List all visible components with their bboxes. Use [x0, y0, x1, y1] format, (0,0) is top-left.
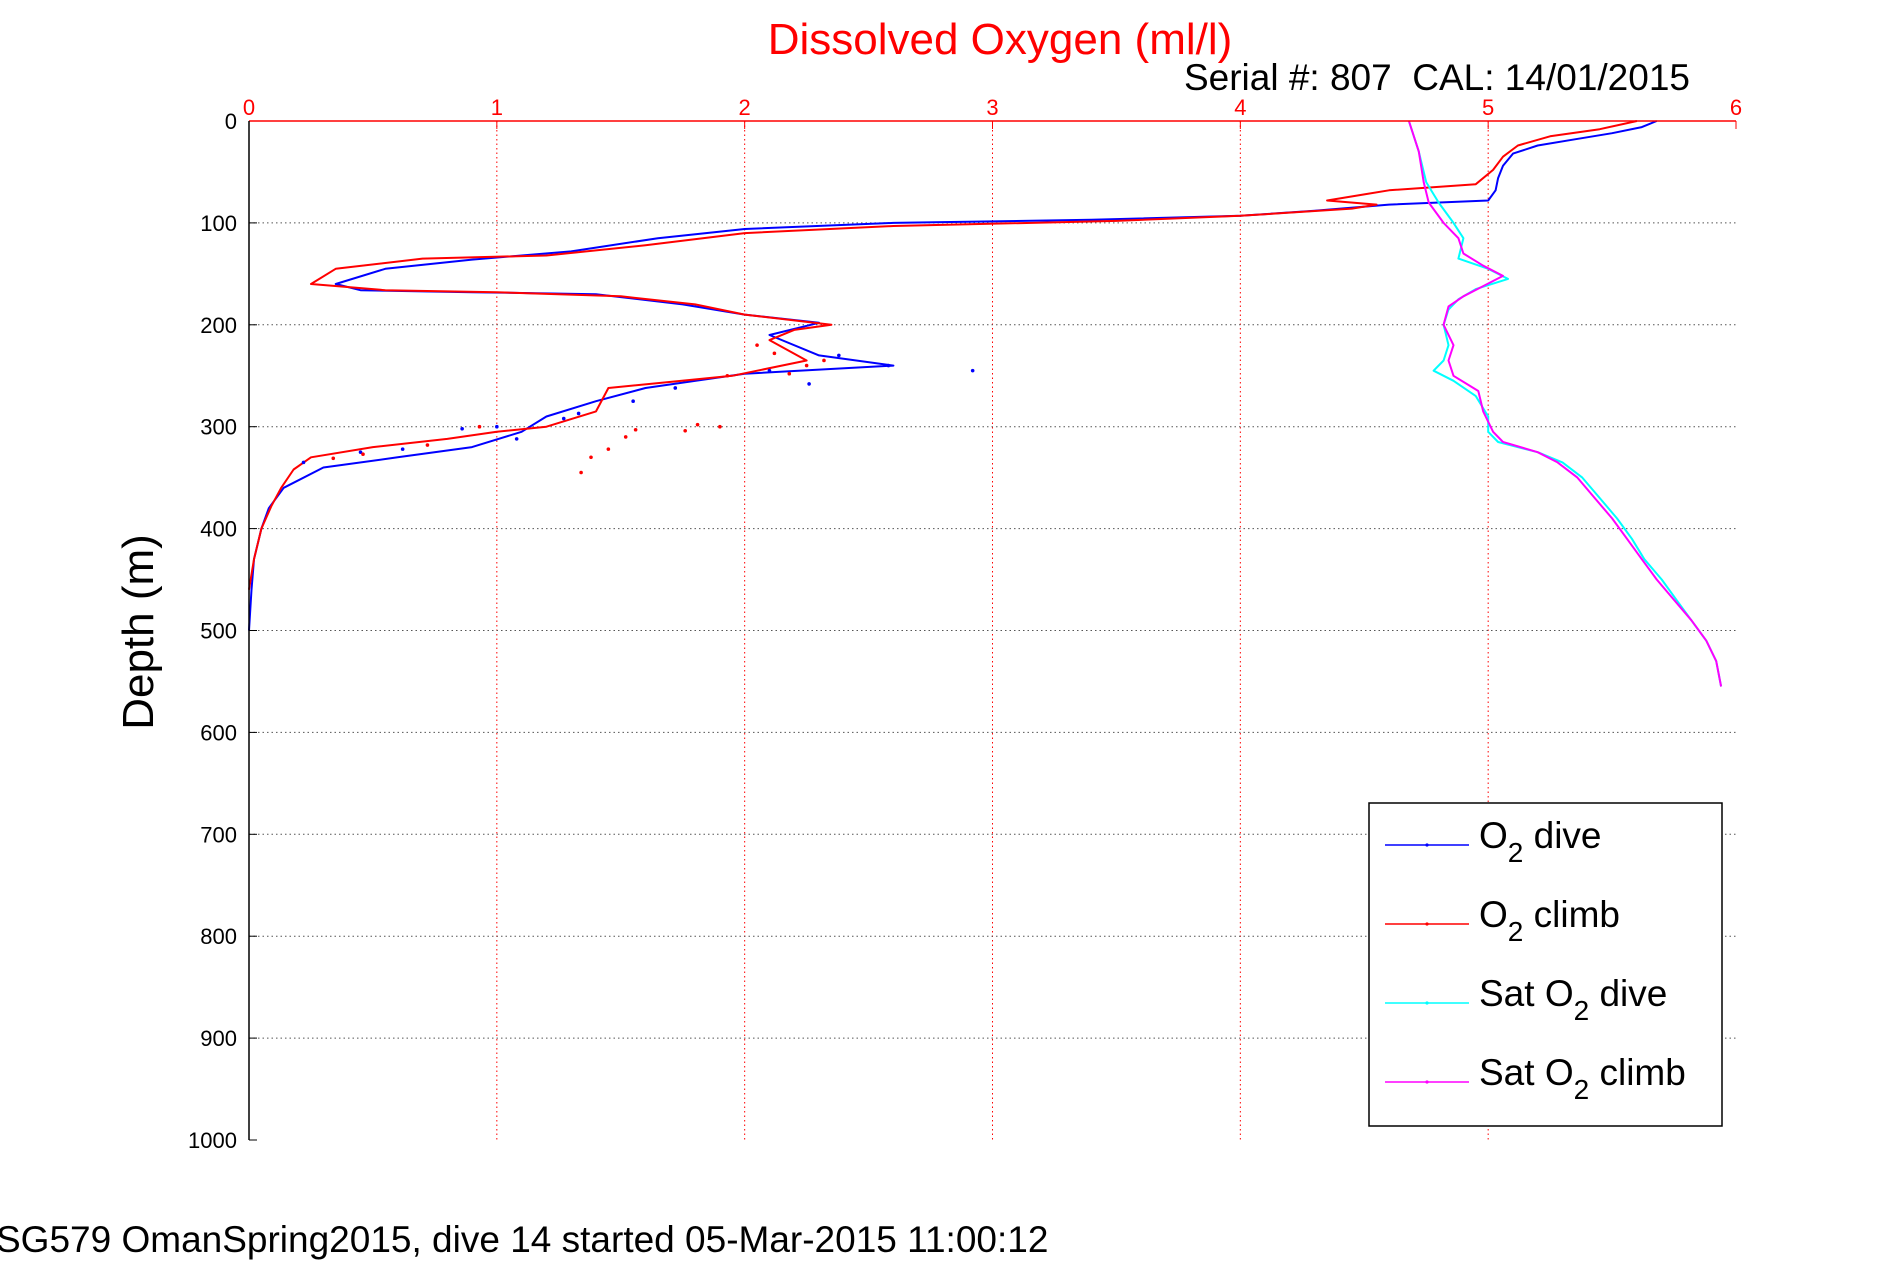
data-point-o2-dive: [358, 450, 363, 454]
legend-marker: [1425, 1080, 1429, 1084]
data-point-o2-dive: [767, 368, 772, 373]
x-tick-label: 5: [1482, 95, 1494, 120]
data-point-o2-climb: [695, 422, 700, 427]
data-point-o2-dive: [837, 353, 841, 358]
legend-marker: [1425, 843, 1429, 847]
y-axis-label: Depth (m): [114, 534, 163, 730]
series-line-sat-climb: [1407, 120, 1723, 687]
data-point-o2-climb: [755, 343, 759, 347]
x-tick-label: 0: [243, 95, 255, 120]
legend-label: Sat O2 dive: [1479, 973, 1667, 1026]
data-point-o2-dive: [970, 368, 975, 373]
legend: O2 dive O2 climb Sat O2 dive Sat O2 climb: [1368, 802, 1723, 1127]
data-point-o2-dive: [576, 411, 581, 416]
legend-label: Sat O2 climb: [1479, 1052, 1686, 1105]
y-tick-label: 1000: [188, 1128, 237, 1153]
legend-marker: [1425, 922, 1429, 926]
data-point-o2-dive: [301, 460, 306, 465]
y-tick-label: 500: [200, 619, 237, 644]
data-point-o2-climb: [787, 371, 792, 376]
data-point-o2-climb: [633, 427, 638, 432]
y-tick-label: 300: [200, 415, 237, 440]
legend-marker: [1425, 1001, 1429, 1005]
chart-subtitle: Serial #: 807 CAL: 14/01/2015: [1184, 57, 1690, 98]
data-point-o2-dive: [514, 437, 519, 441]
x-tick-label: 1: [491, 95, 503, 120]
data-point-o2-climb: [804, 363, 809, 368]
y-tick-label: 900: [200, 1026, 237, 1051]
axes-layer: 0 1 2 3 4 5 6 0 100 200 300 400 500 600 700 800 900 1000: [188, 95, 1742, 1153]
data-point-o2-climb: [606, 447, 611, 451]
data-point-o2-dive: [886, 363, 891, 368]
data-point-o2-dive: [460, 426, 464, 431]
data-point-o2-climb: [331, 456, 336, 461]
y-tick-label: 400: [200, 517, 237, 542]
data-point-o2-climb: [425, 443, 430, 447]
chart-title: Dissolved Oxygen (ml/l): [768, 15, 1233, 64]
data-point-o2-climb: [822, 358, 826, 363]
data-point-o2-climb: [772, 351, 777, 356]
data-point-o2-climb: [725, 373, 730, 378]
data-point-o2-climb: [683, 428, 687, 433]
data-point-o2-dive: [495, 424, 499, 429]
legend-label: O2 dive: [1479, 815, 1602, 868]
data-point-o2-dive: [807, 382, 811, 386]
data-point-o2-climb: [718, 424, 722, 429]
data-point-o2-climb: [589, 455, 593, 460]
data-point-o2-dive: [400, 447, 405, 451]
y-tick-label: 0: [225, 109, 237, 134]
footer-caption: SG579 OmanSpring2015, dive 14 started 05…: [0, 1219, 1048, 1260]
x-tick-label: 3: [986, 95, 998, 120]
data-point-o2-climb: [361, 452, 365, 457]
y-tick-label: 700: [200, 822, 237, 847]
data-point-o2-dive: [561, 416, 566, 421]
data-point-o2-dive: [673, 386, 678, 390]
y-tick-label: 800: [200, 924, 237, 949]
legend-label: O2 climb: [1479, 894, 1620, 947]
x-tick-label: 6: [1730, 95, 1742, 120]
y-tick-label: 600: [200, 720, 237, 745]
y-tick-label: 200: [200, 313, 237, 338]
y-tick-label: 100: [200, 211, 237, 236]
data-point-o2-climb: [477, 424, 482, 429]
data-point-o2-dive: [631, 399, 635, 404]
x-tick-label: 4: [1234, 95, 1246, 120]
data-point-o2-climb: [579, 470, 583, 475]
data-point-o2-climb: [623, 435, 628, 439]
legend-box: [1368, 802, 1723, 1127]
series-line-o2-climb: [248, 120, 1638, 590]
series-layer: [248, 120, 1723, 687]
x-tick-label: 2: [739, 95, 751, 120]
